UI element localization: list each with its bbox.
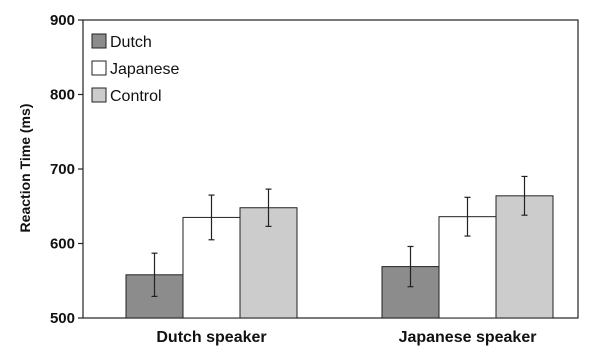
- category-label: Dutch speaker: [156, 329, 266, 346]
- y-tick-label: 900: [50, 12, 75, 29]
- y-tick-label: 500: [50, 310, 75, 327]
- legend-label-dutch: Dutch: [110, 34, 152, 51]
- y-axis-title: Reaction Time (ms): [17, 104, 33, 233]
- legend: Dutch Japanese Control: [91, 33, 179, 105]
- y-tick-label: 600: [50, 236, 75, 253]
- legend-swatch-dutch: [91, 33, 107, 49]
- legend-label-control: Control: [110, 88, 162, 105]
- category-label: Japanese speaker: [399, 329, 537, 346]
- legend-swatch-japanese: [91, 60, 107, 76]
- category-labels: Dutch speaker Japanese speaker: [156, 329, 536, 346]
- y-axis-ticks: 500 600 700 800 900: [50, 12, 83, 327]
- bars: [125, 175, 554, 319]
- legend-swatch-control: [91, 87, 107, 103]
- y-tick-label: 800: [50, 87, 75, 104]
- y-tick-label: 700: [50, 161, 75, 178]
- legend-label-japanese: Japanese: [110, 61, 179, 78]
